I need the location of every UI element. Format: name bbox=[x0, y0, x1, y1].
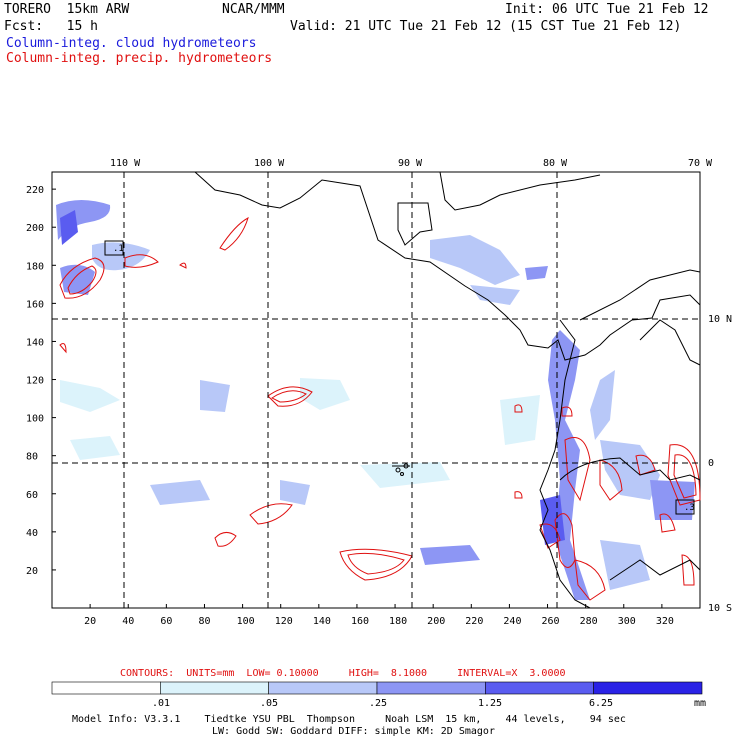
latitude-labels: 10 N 0 10 S bbox=[708, 314, 732, 614]
y-tick-label: 20 bbox=[26, 566, 38, 577]
center-label: NCAR/MMM bbox=[222, 2, 285, 17]
x-tick-label: 260 bbox=[542, 616, 560, 627]
colorbar-label: 1.25 bbox=[478, 698, 502, 709]
colorbar-swatch bbox=[376, 681, 486, 695]
colorbar-unit: mm bbox=[694, 698, 706, 709]
model-info: Model Info: V3.3.1 Tiedtke YSU PBL Thomp… bbox=[72, 714, 626, 725]
contour-info: CONTOURS: UNITS=mm LOW= 0.10000 HIGH= 8.… bbox=[120, 668, 566, 679]
lon-label: 90 W bbox=[398, 158, 423, 169]
x-tick-label: 180 bbox=[389, 616, 407, 627]
y-axis-ticks: 20 40 60 80 100 120 140 160 180 200 220 bbox=[26, 185, 56, 577]
y-tick-label: 160 bbox=[26, 299, 44, 310]
lon-label: 70 W bbox=[688, 158, 713, 169]
x-axis-ticks: 20 40 60 80 100 120 140 160 180 200 220 240 260 280 30… bbox=[84, 604, 674, 627]
lon-label: 110 W bbox=[110, 158, 141, 169]
box-label-2: .3 bbox=[684, 503, 695, 513]
x-tick-label: 220 bbox=[465, 616, 483, 627]
y-tick-label: 80 bbox=[26, 452, 38, 463]
plot-frame bbox=[51, 171, 701, 609]
precip-contours bbox=[59, 216, 701, 601]
colorbar-labels: .01 .05 .25 1.25 6.25 mm bbox=[152, 698, 706, 709]
point-box-1 bbox=[104, 240, 124, 256]
graticule bbox=[52, 172, 700, 608]
y-tick-label: 60 bbox=[26, 490, 38, 501]
colorbar-swatch bbox=[160, 681, 269, 695]
x-tick-label: 80 bbox=[198, 616, 210, 627]
lat-label: 0 bbox=[708, 458, 714, 469]
x-tick-label: 320 bbox=[656, 616, 674, 627]
model-title: TORERO 15km ARW bbox=[4, 2, 130, 17]
colorbar bbox=[51, 681, 703, 695]
box-label-1: .1 bbox=[113, 244, 124, 254]
cloud-field-title: Column-integ. cloud hydrometeors bbox=[6, 36, 257, 51]
y-tick-label: 140 bbox=[26, 337, 44, 348]
x-tick-label: 20 bbox=[84, 616, 96, 627]
forecast-hour: Fcst: 15 h bbox=[4, 19, 98, 34]
x-tick-label: 280 bbox=[580, 616, 598, 627]
y-tick-label: 100 bbox=[26, 414, 44, 425]
y-tick-label: 180 bbox=[26, 261, 44, 272]
lon-label: 100 W bbox=[254, 158, 285, 169]
x-tick-label: 120 bbox=[275, 616, 293, 627]
point-box-2 bbox=[675, 499, 695, 515]
colorbar-label: 6.25 bbox=[589, 698, 613, 709]
coastlines bbox=[194, 171, 701, 609]
colorbar-swatch bbox=[268, 681, 378, 695]
colorbar-swatch bbox=[593, 681, 703, 695]
x-tick-label: 160 bbox=[351, 616, 369, 627]
colorbar-label: .01 bbox=[152, 698, 170, 709]
init-time: Init: 06 UTC Tue 21 Feb 12 bbox=[505, 2, 709, 17]
x-tick-label: 140 bbox=[313, 616, 331, 627]
colorbar-swatch bbox=[485, 681, 594, 695]
cloud-shading bbox=[56, 200, 695, 600]
x-tick-label: 100 bbox=[237, 616, 255, 627]
y-tick-label: 220 bbox=[26, 185, 44, 196]
x-tick-label: 40 bbox=[122, 616, 134, 627]
x-tick-label: 200 bbox=[427, 616, 445, 627]
lat-label: 10 N bbox=[708, 314, 732, 325]
x-tick-label: 60 bbox=[160, 616, 172, 627]
x-tick-label: 300 bbox=[618, 616, 636, 627]
y-tick-label: 40 bbox=[26, 528, 38, 539]
x-tick-label: 240 bbox=[503, 616, 521, 627]
longitude-labels: 110 W 100 W 90 W 80 W 70 W bbox=[110, 158, 713, 169]
y-tick-label: 200 bbox=[26, 223, 44, 234]
valid-time: Valid: 21 UTC Tue 21 Feb 12 (15 CST Tue … bbox=[290, 19, 682, 34]
colorbar-swatch bbox=[51, 681, 161, 695]
y-tick-label: 120 bbox=[26, 376, 44, 387]
model-physics: LW: Godd SW: Goddard DIFF: simple KM: 2D… bbox=[212, 726, 495, 737]
lat-label: 10 S bbox=[708, 603, 732, 614]
lon-label: 80 W bbox=[543, 158, 568, 169]
colorbar-label: .05 bbox=[260, 698, 278, 709]
precip-field-title: Column-integ. precip. hydrometeors bbox=[6, 51, 273, 66]
colorbar-label: .25 bbox=[369, 698, 387, 709]
